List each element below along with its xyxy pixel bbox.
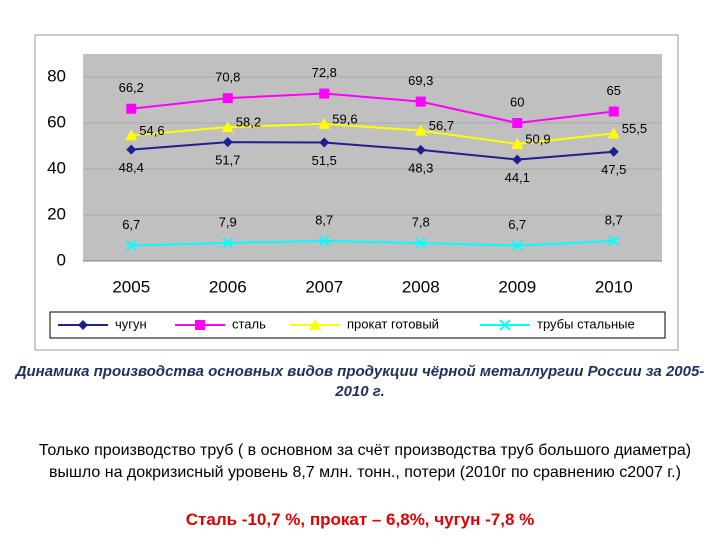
series-line xyxy=(131,141,614,161)
y-tick-label: 20 xyxy=(47,204,66,223)
legend-frame xyxy=(49,311,666,339)
x-tick-label: 2007 xyxy=(305,277,343,296)
highlight: Сталь -10,7 %, прокат – 6,8%, чугун -7,8… xyxy=(185,510,535,529)
data-label: 48,4 xyxy=(119,160,144,175)
x-tick-label: 2006 xyxy=(209,277,247,296)
data-label: 66,2 xyxy=(119,80,144,95)
legend-marker xyxy=(309,319,321,330)
legend-marker xyxy=(499,319,511,331)
series-line xyxy=(131,92,614,125)
data-label: 50,9 xyxy=(525,131,550,146)
plot-area xyxy=(83,54,662,261)
point xyxy=(221,121,234,133)
data-label: 8,7 xyxy=(315,212,333,227)
data-label: 7,8 xyxy=(412,214,430,229)
data-label: 70,8 xyxy=(215,70,240,85)
data-label: 6,7 xyxy=(122,217,140,232)
point xyxy=(415,96,426,107)
point xyxy=(415,237,427,249)
data-label: 72,8 xyxy=(312,65,337,80)
point xyxy=(511,137,524,149)
data-label: 51,7 xyxy=(215,153,240,168)
series-line xyxy=(131,239,614,247)
point xyxy=(512,118,523,128)
point xyxy=(126,144,137,155)
legend-label: чугун xyxy=(115,316,147,331)
point xyxy=(319,88,330,99)
point xyxy=(511,239,523,252)
x-tick-label: 2008 xyxy=(402,277,440,296)
legend-marker xyxy=(195,320,205,330)
data-label: 6,7 xyxy=(508,217,526,232)
point xyxy=(319,137,330,148)
point xyxy=(125,129,138,141)
point xyxy=(608,235,620,247)
data-label: 44,1 xyxy=(505,170,530,185)
legend-label: сталь xyxy=(232,316,266,331)
data-label: 7,9 xyxy=(219,214,237,229)
y-tick-label: 0 xyxy=(57,250,66,269)
point xyxy=(222,237,234,249)
data-label: 54,6 xyxy=(139,123,164,138)
point xyxy=(415,144,426,155)
point xyxy=(125,239,137,252)
data-label: 55,5 xyxy=(622,121,647,136)
legend-label: прокат готовый xyxy=(347,316,439,331)
data-label: 69,3 xyxy=(408,73,433,88)
point xyxy=(512,154,523,165)
x-tick-label: 2010 xyxy=(595,277,633,296)
legend-marker xyxy=(78,320,88,330)
legend-label: трубы стальные xyxy=(537,316,635,331)
y-tick-label: 80 xyxy=(47,66,66,85)
data-label: 47,5 xyxy=(601,162,626,177)
data-label: 65 xyxy=(607,83,621,98)
point xyxy=(414,124,427,136)
y-tick-label: 40 xyxy=(47,158,66,177)
point xyxy=(608,106,619,117)
caption: Динамика производства основных видов про… xyxy=(15,363,705,400)
point xyxy=(222,137,233,148)
point xyxy=(607,127,620,139)
point xyxy=(126,103,137,114)
x-tick-label: 2005 xyxy=(112,277,150,296)
note: Только производство труб ( в основном за… xyxy=(38,442,692,481)
data-label: 58,2 xyxy=(236,115,261,130)
data-label: 48,3 xyxy=(408,160,433,175)
point xyxy=(222,93,233,104)
x-tick-label: 2009 xyxy=(498,277,536,296)
point xyxy=(318,117,331,129)
chart: 0 20 40 60 80 2005 2006 2007 2008 2009 2010 48,4 51,… xyxy=(34,34,679,351)
point xyxy=(318,235,330,247)
data-label: 60 xyxy=(510,94,524,109)
data-label: 59,6 xyxy=(332,111,357,126)
data-label: 56,7 xyxy=(429,118,454,133)
data-label: 51,5 xyxy=(312,153,337,168)
point xyxy=(608,146,619,157)
series-line xyxy=(131,122,614,145)
y-tick-label: 60 xyxy=(47,112,66,131)
data-label: 8,7 xyxy=(605,212,623,227)
